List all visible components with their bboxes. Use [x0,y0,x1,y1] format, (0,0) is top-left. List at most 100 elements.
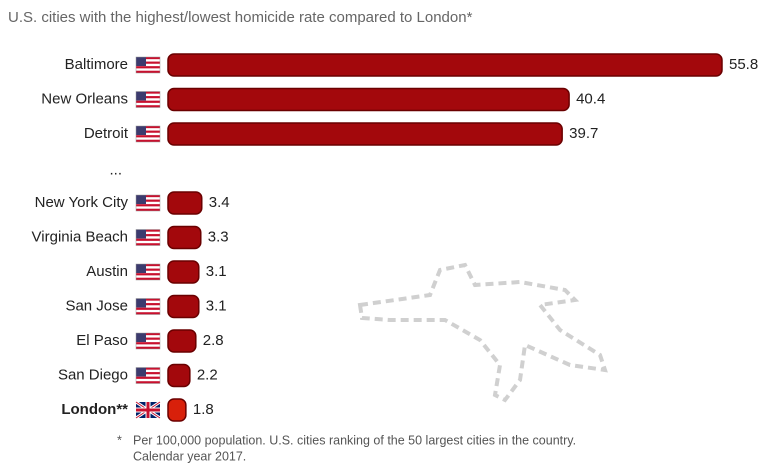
category-label: New York City [35,194,129,211]
flag-stripe [136,268,160,271]
flag-stripe [136,309,160,313]
flag-stripe [136,206,160,209]
flag-stripe [136,337,160,340]
flag-stripe [136,312,160,315]
flag-border [135,125,161,143]
flag-stripe [136,240,160,244]
flag-stripe [136,61,160,64]
flag-stripe [136,238,160,241]
flag-us [135,229,161,246]
flag-canton [136,298,146,308]
flag-stripe [136,369,160,373]
bar [167,363,191,388]
flag-us [135,194,161,212]
flag-stripe [136,342,160,345]
flag-stripe [136,137,160,140]
flag-stripe [136,195,160,198]
flag-stripe [136,372,160,375]
flag-stripe [136,277,160,280]
flag-stripe [136,105,160,108]
flag-stripe [136,346,160,349]
flag-stripe [136,201,160,205]
value-label: 2.8 [203,332,224,349]
flag-stripe [136,135,160,138]
flag-stripe [136,376,160,379]
flag-uk [135,400,161,420]
flag-border [135,263,161,281]
flag-border [135,367,161,384]
bar [167,294,200,319]
chart-subtitle: U.S. cities with the highest/lowest homi… [8,9,473,26]
footnote: Per 100,000 population. U.S. cities rank… [133,433,576,447]
value-label: 2.2 [197,366,218,383]
flag-canton [136,126,146,135]
flag-stripe [136,378,160,382]
category-label: San Diego [58,366,128,383]
flag-stripe [136,68,160,71]
footnote-marker: * [117,433,122,447]
value-label: 3.1 [206,297,227,314]
flag-cross-red [136,402,160,418]
flag-stripe [136,208,160,211]
flag-stripe [136,273,160,276]
flag-stripe [136,132,160,136]
flag-border [135,91,161,108]
flag-us [135,263,161,281]
category-label: ... [109,161,122,178]
value-label: 1.8 [193,401,214,418]
flag-border [135,229,161,246]
category-label: London** [61,401,128,418]
bar [167,225,202,250]
flag-canton [136,333,146,342]
flag-stripe [136,229,160,232]
flag-stripe [136,335,160,338]
flag-stripe [136,96,160,99]
bar [167,329,197,353]
bar [167,260,200,284]
value-label: 3.4 [209,194,230,211]
flag-stripe [136,199,160,202]
flag-stripe [136,234,160,237]
flag-canton [136,57,146,66]
flag-stripe [136,204,160,207]
bar [167,122,563,146]
category-label: New Orleans [41,90,128,107]
flag-stripe [136,98,160,101]
flag-border [135,56,161,74]
value-label: 55.8 [729,56,758,73]
flag-stripe [136,59,160,62]
value-label: 39.7 [569,125,598,142]
flag-stripe [136,70,160,73]
flag-canton [136,229,146,239]
flag-stripe [136,344,160,347]
flag-us [135,367,161,384]
flag-us [135,56,161,74]
flag-stripe [136,128,160,131]
flag-stripe [136,63,160,67]
flag-stripe [136,367,160,370]
flag-stripe [136,139,160,142]
bar [167,398,187,422]
flag-canton [136,195,146,204]
flag-stripe [136,381,160,384]
flag-canton [136,367,146,377]
flag-us [135,125,161,143]
flag-border [135,332,161,350]
flag-border [135,298,161,315]
flag-stripe [136,236,160,239]
flag-stripe [136,93,160,97]
flag-stripe [136,339,160,343]
category-label: Virginia Beach [32,228,128,245]
flag-stripe [136,298,160,301]
bar [167,191,203,215]
flag-stripe [136,197,160,200]
flag-stripe [136,231,160,235]
category-label: Detroit [84,125,129,142]
category-label: Austin [86,263,128,280]
body-outline [357,262,608,403]
flag-border [135,194,161,212]
flag-stripe [136,66,160,69]
flag-stripe [136,130,160,133]
flag-stripe [136,264,160,267]
